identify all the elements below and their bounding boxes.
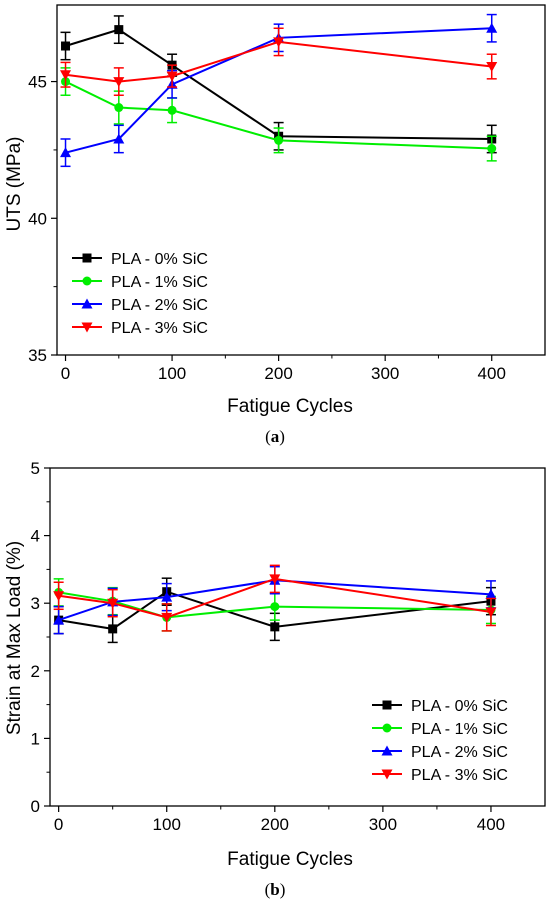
chart-a-y-tick-label: 35 [28, 346, 47, 365]
chart-a-series-1-point [167, 105, 177, 115]
chart-a-y-tick-label: 40 [28, 209, 47, 228]
chart-a-legend-marker [82, 253, 92, 263]
chart-b-series-3-point [53, 591, 65, 602]
chart-b-y-tick-label: 1 [31, 729, 40, 748]
chart-a-x-tick-label: 100 [158, 364, 186, 383]
chart-a-legend-label: PLA - 2% SiC [111, 297, 208, 314]
chart-b-x-tick-label: 200 [261, 815, 289, 834]
chart-b: 0 100 200 300 400 0 1 2 3 4 5 PLA - 0% SiC PLA - 1%… [4, 459, 546, 899]
chart-b-caption: (b) [265, 880, 286, 899]
chart-b-legend-marker [381, 745, 393, 756]
chart-a-series-0-point [114, 25, 124, 35]
chart-b-legend-label: PLA - 3% SiC [411, 767, 508, 784]
chart-b-legend-label: PLA - 1% SiC [411, 721, 508, 738]
chart-b-series-2-point [161, 591, 173, 602]
chart-b-legend-item: PLA - 2% SiC [372, 744, 508, 761]
chart-b-y-tick-label: 2 [31, 662, 40, 681]
chart-a-legend-label: PLA - 3% SiC [111, 320, 208, 337]
chart-a-series-2-point [486, 22, 498, 33]
chart-a-series-3-point [113, 77, 125, 88]
chart-b-legend-item: PLA - 3% SiC [372, 767, 508, 784]
chart-a-legend: PLA - 0% SiC PLA - 1% SiC PLA - 2% SiC PLA … [72, 251, 208, 337]
chart-b-legend-marker [382, 723, 392, 733]
chart-b-legend-item: PLA - 1% SiC [372, 721, 508, 738]
chart-b-series-1-point [270, 602, 280, 612]
chart-a-series-3-point [166, 71, 178, 82]
chart-b-legend-item: PLA - 0% SiC [372, 698, 508, 715]
chart-b-x-tick-label: 0 [54, 815, 63, 834]
chart-a-x-axis-title: Fatigue Cycles [227, 396, 353, 417]
chart-b-series-2-point [485, 588, 497, 599]
chart-a-legend-marker [81, 298, 93, 309]
chart-a-x-tick-label: 200 [264, 364, 292, 383]
chart-b-y-tick-label: 4 [31, 527, 40, 546]
chart-b-series-3-point [485, 607, 497, 618]
chart-a-frame [56, 4, 546, 356]
chart-b-x-tick-label: 300 [369, 815, 397, 834]
chart-a-caption-letter: a [271, 427, 280, 446]
chart-a-series-1-point [487, 144, 497, 154]
chart-b-series-3 [53, 564, 497, 632]
chart-a-legend-item: PLA - 1% SiC [72, 274, 208, 291]
chart-a-legend-label: PLA - 0% SiC [111, 251, 208, 268]
chart-a-legend-marker [82, 276, 92, 286]
chart-a-legend-item: PLA - 2% SiC [72, 297, 208, 314]
chart-b-legend-label: PLA - 2% SiC [411, 744, 508, 761]
chart-b-caption-letter: b [270, 880, 279, 899]
chart-a: 0 100 200 300 400 35 40 45 PLA - 0% SiC PLA - 1%… [4, 4, 546, 446]
chart-a-legend-marker [81, 322, 93, 333]
chart-a-series-1-point [274, 135, 284, 145]
chart-b-legend-label: PLA - 0% SiC [411, 698, 508, 715]
chart-a-series-0-point [61, 41, 71, 51]
chart-b-series-2-point [53, 614, 65, 625]
chart-b-legend-marker [381, 769, 393, 780]
chart-a-x-tick-label: 300 [371, 364, 399, 383]
chart-a-plot-area: 0 100 200 300 400 35 40 45 [28, 4, 546, 383]
chart-a-x-tick-label: 400 [478, 364, 506, 383]
chart-b-legend: PLA - 0% SiC PLA - 1% SiC PLA - 2% SiC PLA … [372, 698, 508, 784]
chart-a-legend-label: PLA - 1% SiC [111, 274, 208, 291]
chart-b-x-tick-label: 400 [477, 815, 505, 834]
chart-a-legend-item: PLA - 0% SiC [72, 251, 208, 268]
chart-a-y-tick-label: 45 [28, 73, 47, 92]
chart-b-y-tick-label: 0 [31, 797, 40, 816]
chart-a-legend-item: PLA - 3% SiC [72, 320, 208, 337]
chart-b-series-2 [53, 565, 497, 635]
chart-a-series-3-point [273, 37, 285, 48]
chart-b-plot-area: 0 100 200 300 400 0 1 2 3 4 5 [31, 459, 546, 834]
chart-b-x-tick-label: 100 [153, 815, 181, 834]
chart-b-series-3-point [107, 598, 119, 609]
chart-b-series-3-point [161, 612, 173, 623]
chart-a-series-3-point [60, 70, 72, 81]
chart-a-series-1 [60, 67, 497, 162]
chart-a-series-2-point [60, 147, 72, 158]
chart-b-series-3-point [269, 574, 281, 585]
chart-a-x-tick-label: 0 [61, 364, 70, 383]
chart-b-series-0-point [108, 624, 118, 634]
chart-b-series-0-point [270, 622, 280, 632]
chart-b-y-tick-label: 3 [31, 594, 40, 613]
chart-b-y-axis-title: Strain at Max Load (%) [4, 541, 25, 735]
chart-b-legend-marker [382, 700, 392, 710]
chart-a-series-3 [60, 27, 498, 96]
chart-a-caption: (a) [265, 427, 285, 446]
chart-a-series-1-point [114, 103, 124, 113]
chart-b-x-axis-title: Fatigue Cycles [227, 849, 353, 870]
chart-a-series-3-point [486, 62, 498, 73]
chart-a-y-axis-title: UTS (MPa) [4, 137, 25, 232]
chart-b-y-tick-label: 5 [31, 459, 40, 478]
chart-a-series-2-point [113, 133, 125, 144]
